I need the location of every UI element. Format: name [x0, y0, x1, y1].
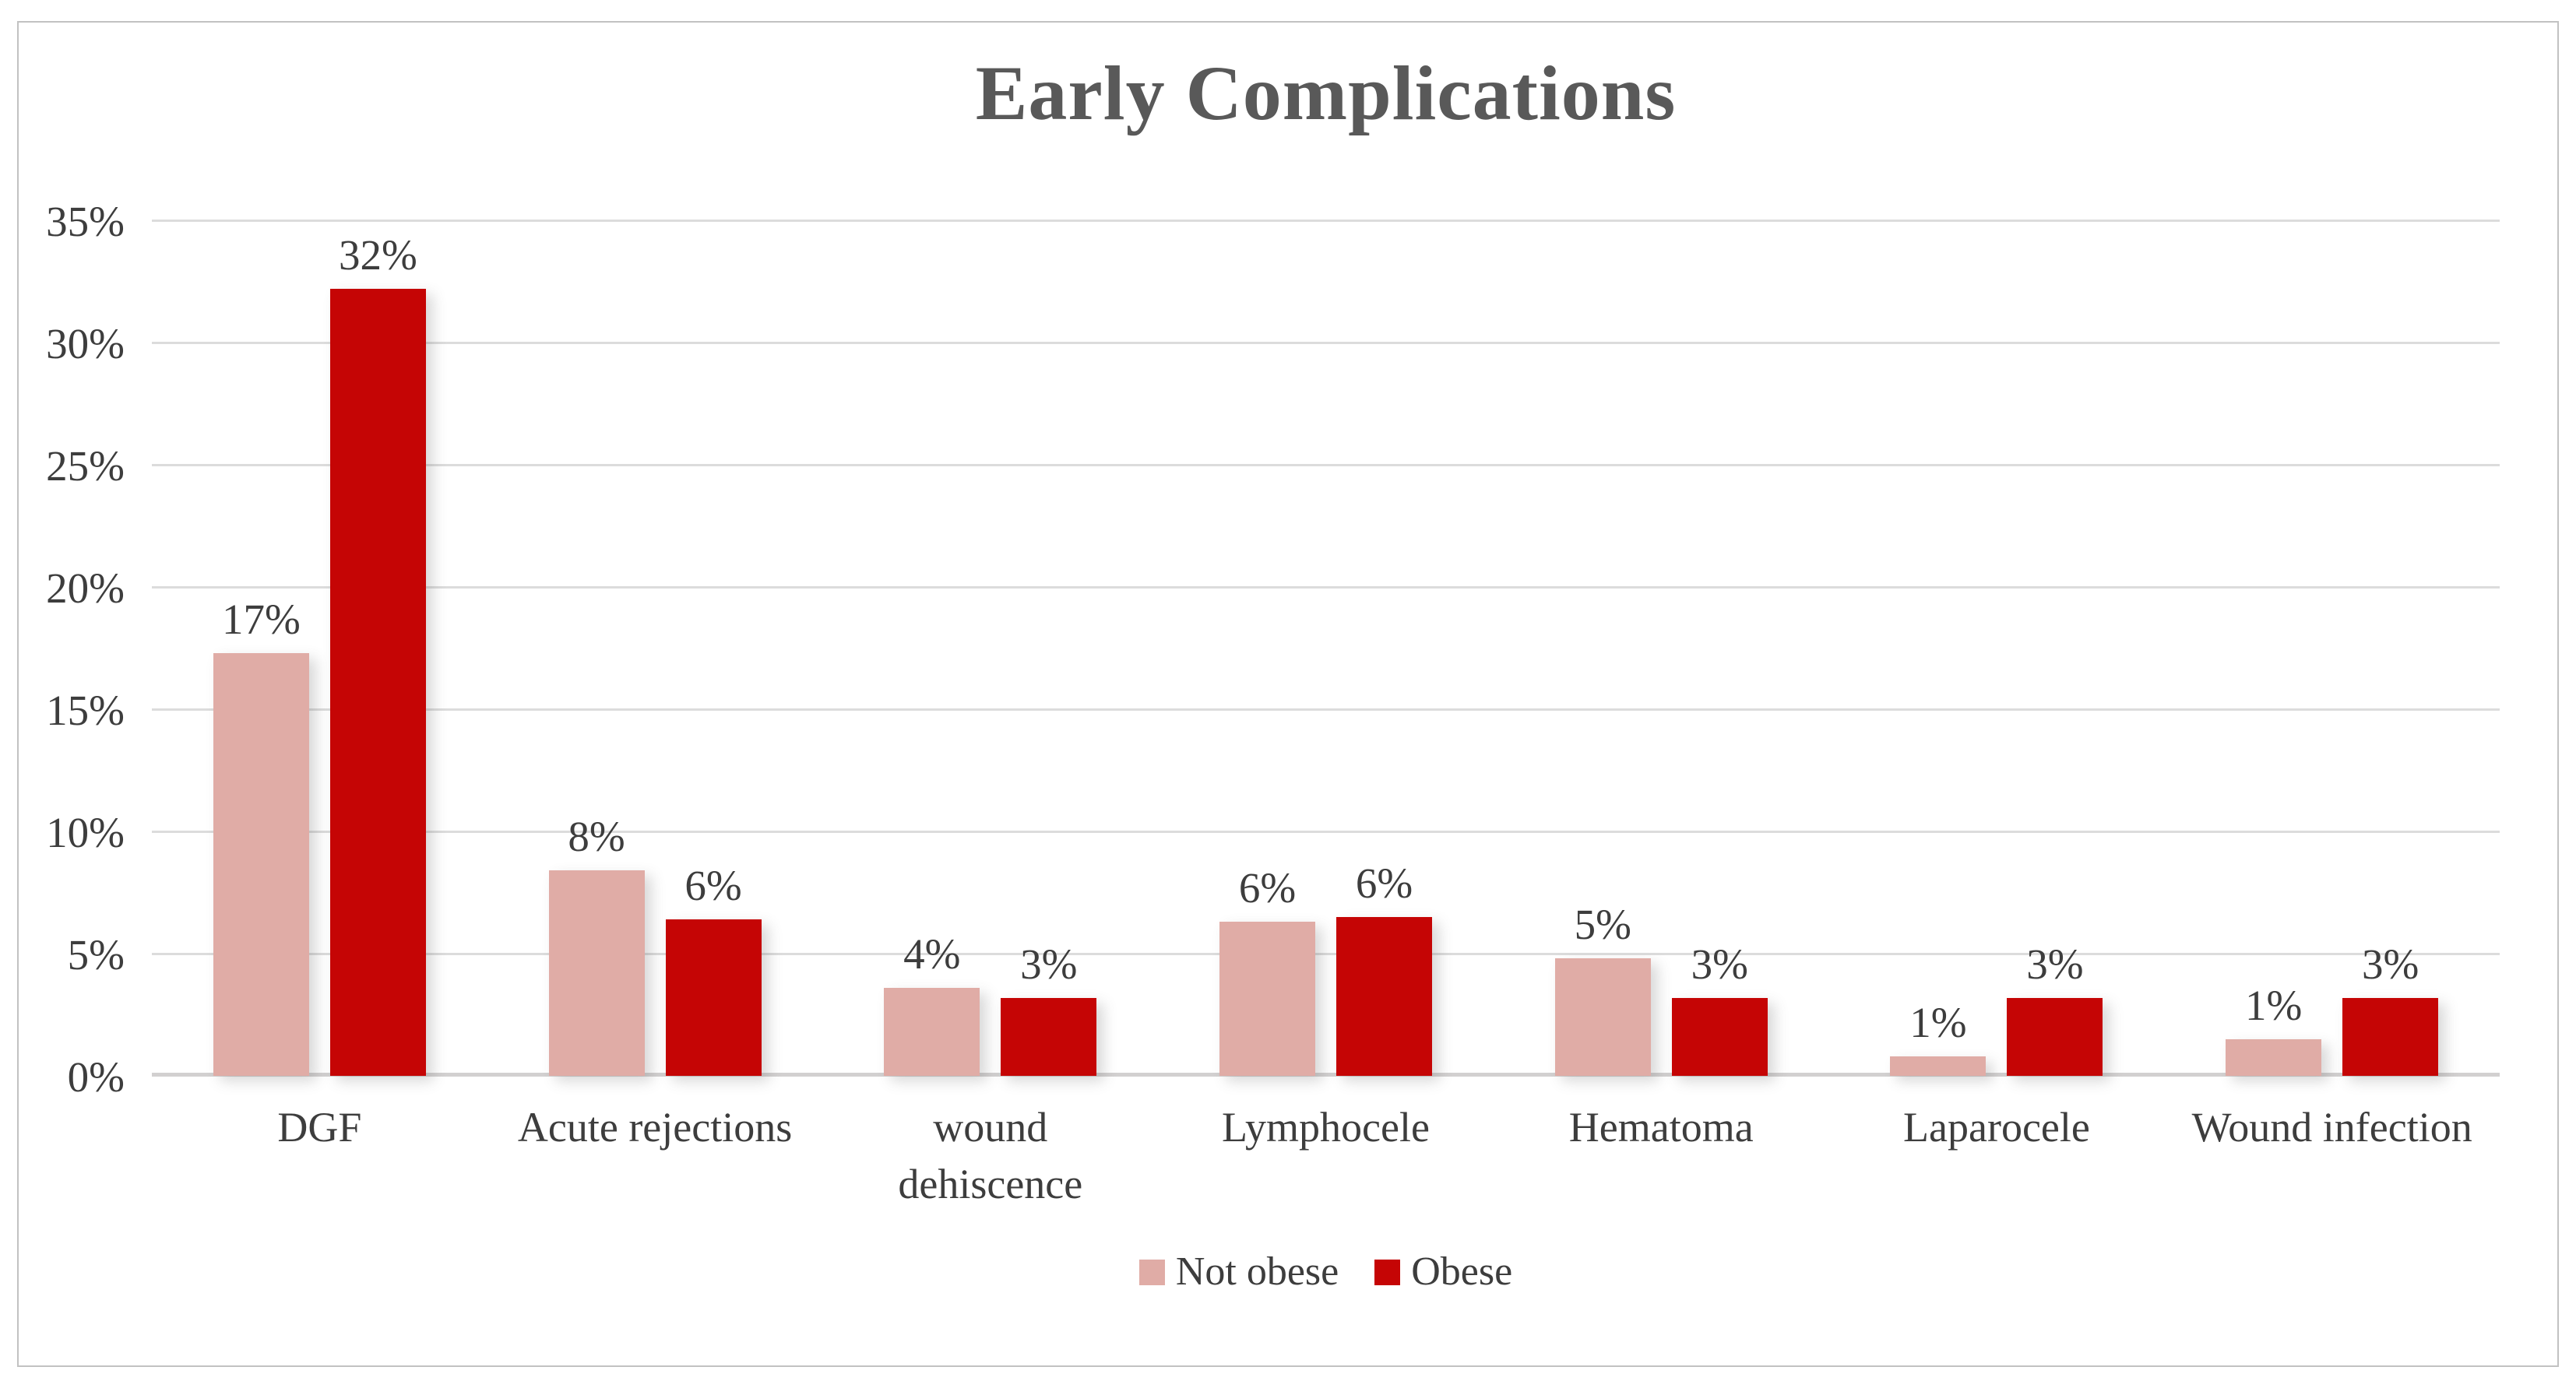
bar-value-label: 32% — [338, 230, 417, 279]
gridline — [152, 586, 2500, 589]
bar-group: 5% 3% — [1494, 220, 1829, 1076]
bar-not-obese: 17% — [213, 598, 309, 1076]
bar-not-obese: 4% — [884, 933, 980, 1076]
bar-group: 1% 3% — [1829, 220, 2165, 1076]
category-label: DGF — [277, 1104, 362, 1151]
bars-layer: 17% 32% 8% 6% 4% 3% 6% 6% 5% 3% 1% 3% 1% 3% — [152, 220, 2500, 1076]
category-label: Lymphocele — [1222, 1104, 1430, 1151]
gridline — [152, 831, 2500, 833]
y-tick-label: 15% — [46, 687, 125, 734]
legend-swatch-icon — [1138, 1259, 1165, 1285]
bar-obese: 3% — [2007, 943, 2103, 1076]
bar-value-label: 3% — [1020, 940, 1078, 988]
gridline — [152, 220, 2500, 222]
bar-group: 4% 3% — [822, 220, 1158, 1076]
category-label: Acute rejections — [517, 1104, 793, 1151]
bar-group: 17% 32% — [152, 220, 487, 1076]
bar-value-label: 8% — [568, 813, 625, 861]
bar-value-label: 1% — [2245, 981, 2303, 1029]
bar-value-label: 6% — [684, 862, 742, 910]
bar-obese: 6% — [1336, 862, 1433, 1076]
legend: Not obese Obese — [152, 1252, 2500, 1292]
category-label: Wound infection — [2191, 1104, 2472, 1151]
bar-group: 1% 3% — [2164, 220, 2500, 1076]
bar-group: 8% 6% — [487, 220, 823, 1076]
gridline — [152, 708, 2500, 711]
y-tick-label: 25% — [46, 442, 125, 490]
x-axis-category-labels: DGF Acute rejections wound dehiscence Lymph… — [152, 1099, 2500, 1213]
y-tick-label: 35% — [46, 198, 125, 245]
bar-value-label: 3% — [2362, 940, 2419, 988]
y-tick-label: 30% — [46, 320, 125, 367]
bar-obese: 32% — [329, 234, 426, 1076]
bar-value-label: 3% — [2026, 940, 2084, 988]
legend-label: Not obese — [1175, 1249, 1339, 1294]
plot-area: 17% 32% 8% 6% 4% 3% 6% 6% 5% 3% 1% 3% 1% 3% — [152, 220, 2500, 1077]
y-tick-label: 5% — [67, 931, 125, 979]
legend-item-not-obese: Not obese — [1138, 1249, 1339, 1294]
gridline — [152, 953, 2500, 955]
chart-title: Early Complications — [975, 50, 1677, 136]
bar-value-label: 4% — [903, 929, 961, 978]
bar-value-label: 5% — [1574, 901, 1631, 949]
bar-not-obese: 5% — [1554, 903, 1651, 1076]
chart-border — [17, 21, 2559, 1367]
bar-group: 6% 6% — [1158, 220, 1494, 1076]
gridline — [152, 341, 2500, 344]
y-tick-label: 10% — [46, 809, 125, 856]
legend-item-obese: Obese — [1374, 1252, 1512, 1292]
y-tick-label: 20% — [46, 564, 125, 612]
bar-not-obese: 1% — [1890, 1001, 1987, 1076]
bar-value-label: 6% — [1355, 859, 1413, 907]
bar-obese: 3% — [1001, 943, 1097, 1076]
bar-value-label: 3% — [1691, 940, 1748, 988]
bar-not-obese: 8% — [548, 815, 645, 1076]
legend-swatch-icon — [1374, 1259, 1401, 1285]
bar-not-obese: 1% — [2226, 984, 2322, 1076]
category-label: Hematoma — [1568, 1104, 1754, 1151]
bar-not-obese: 6% — [1219, 866, 1316, 1076]
category-label: wound dehiscence — [898, 1104, 1083, 1207]
bar-value-label: 6% — [1238, 864, 1297, 912]
bar-value-label: 17% — [221, 595, 301, 643]
x-axis-line — [152, 1073, 2500, 1077]
gridline — [152, 463, 2500, 466]
bar-obese: 6% — [665, 864, 762, 1076]
category-label: Laparocele — [1903, 1104, 2090, 1151]
bar-value-label: 1% — [1909, 998, 1967, 1046]
bar-obese: 3% — [2342, 943, 2439, 1076]
legend-label: Obese — [1411, 1249, 1513, 1294]
y-tick-label: 0% — [67, 1053, 125, 1101]
bar-obese: 3% — [1671, 943, 1768, 1076]
